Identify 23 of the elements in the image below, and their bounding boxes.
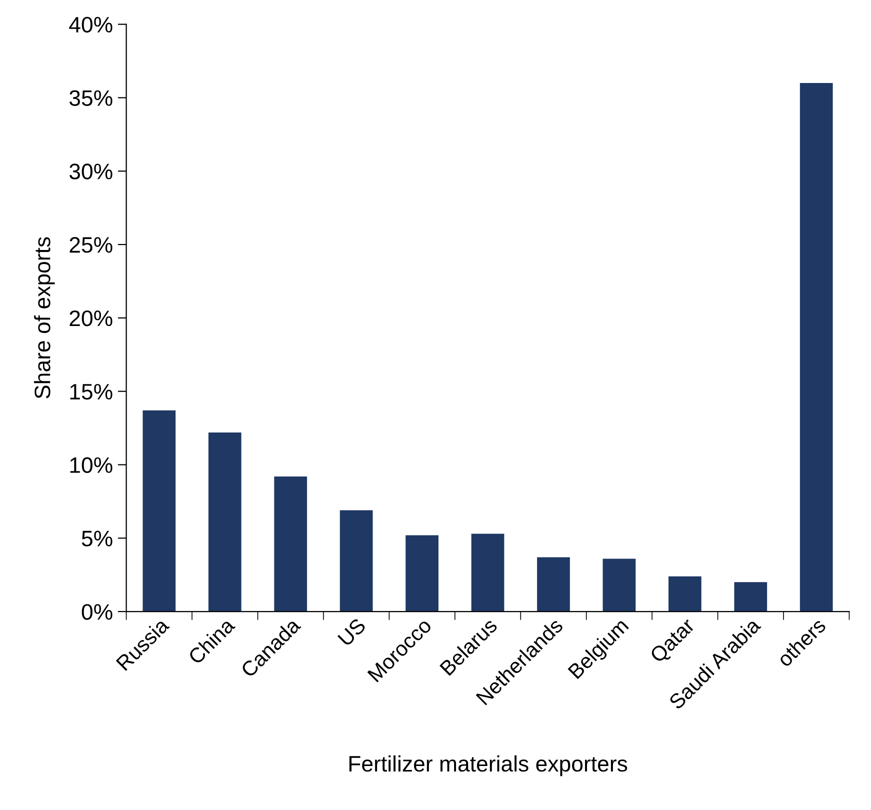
bar xyxy=(800,83,833,612)
y-tick-label: 15% xyxy=(70,384,112,400)
y-tick-label: 25% xyxy=(70,237,112,253)
y-tick-label: 30% xyxy=(69,164,112,180)
bar xyxy=(340,510,373,612)
bar xyxy=(142,410,176,612)
y-tick-label: 35% xyxy=(69,90,112,106)
bar xyxy=(734,582,768,612)
y-tick-label: 20% xyxy=(70,310,112,326)
bar xyxy=(471,534,504,612)
y-tick-label: 0% xyxy=(82,604,112,620)
y-tick-label: 10% xyxy=(70,457,112,474)
bar xyxy=(208,432,242,612)
bar xyxy=(537,557,570,612)
y-tick-label: 5% xyxy=(82,530,112,546)
bar xyxy=(406,535,438,612)
x-axis-title: Fertilizer materials exporters xyxy=(349,755,628,776)
bar xyxy=(274,476,308,612)
y-tick-label: 40% xyxy=(69,16,112,33)
x-tick-label: US xyxy=(337,617,366,647)
y-axis-title: Share of exports xyxy=(34,237,55,398)
bar xyxy=(668,576,702,612)
bar xyxy=(602,558,636,612)
